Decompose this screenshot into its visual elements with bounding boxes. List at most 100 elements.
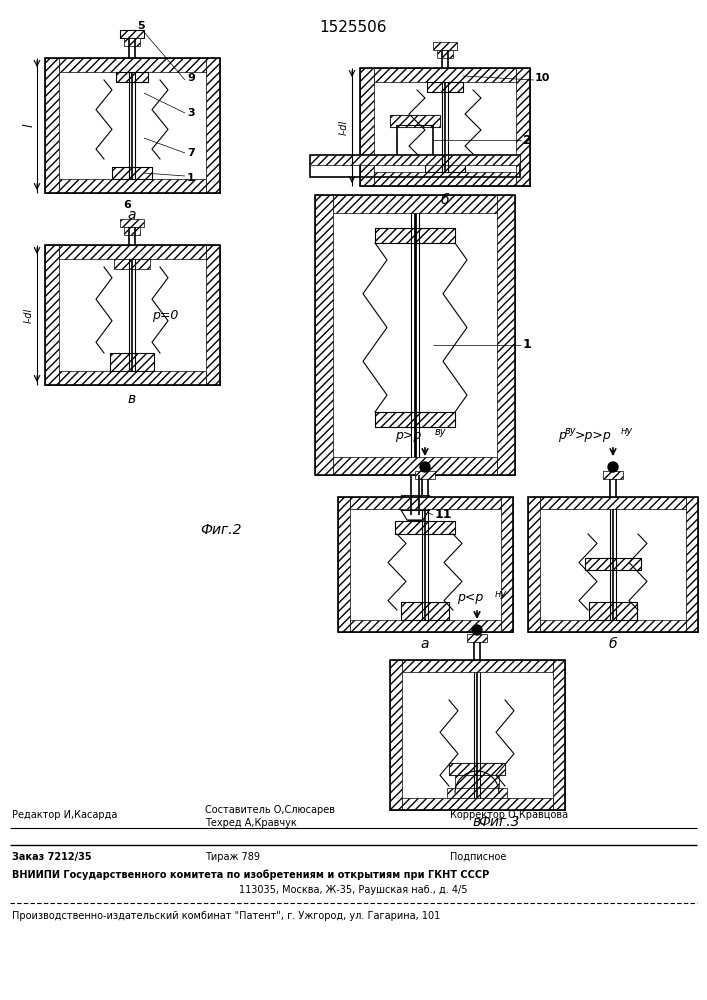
Bar	[402, 798, 553, 810]
Text: 5: 5	[137, 21, 145, 31]
Bar	[467, 634, 487, 642]
Bar	[315, 195, 515, 475]
Bar	[433, 42, 457, 50]
Bar	[455, 775, 499, 793]
Bar	[402, 660, 553, 672]
Bar	[360, 68, 374, 186]
Bar	[497, 195, 515, 475]
Bar	[390, 660, 402, 810]
Bar	[310, 155, 520, 177]
Bar	[528, 497, 698, 632]
Bar	[116, 72, 148, 82]
Text: ву: ву	[565, 426, 576, 436]
Bar	[110, 353, 154, 371]
Bar	[206, 245, 220, 385]
Text: l-dl: l-dl	[339, 119, 349, 135]
Bar	[425, 158, 465, 172]
Bar	[415, 471, 435, 479]
Bar	[589, 602, 637, 620]
Bar	[437, 50, 453, 58]
Bar	[603, 471, 623, 479]
Text: 113035, Москва, Ж-35, Раушская наб., д. 4/5: 113035, Москва, Ж-35, Раушская наб., д. …	[239, 885, 467, 895]
Bar	[374, 68, 516, 82]
Bar	[350, 620, 501, 632]
Bar	[516, 68, 530, 186]
Text: ну: ну	[621, 426, 633, 436]
Circle shape	[420, 462, 430, 472]
Bar	[116, 72, 148, 82]
Bar	[528, 497, 540, 632]
Text: р: р	[558, 428, 566, 442]
Bar	[333, 195, 497, 213]
Text: 2: 2	[523, 133, 532, 146]
Text: р=0: р=0	[152, 308, 178, 322]
Text: Тираж 789: Тираж 789	[205, 852, 260, 862]
Bar	[120, 219, 144, 227]
Text: ВНИИПИ Государственного комитета по изобретениям и открытиям при ГКНТ СССР: ВНИИПИ Государственного комитета по изоб…	[12, 870, 489, 880]
Bar	[112, 167, 152, 179]
Text: Подписное: Подписное	[450, 852, 506, 862]
Bar	[425, 158, 465, 172]
Bar	[447, 788, 507, 798]
Text: р>р: р>р	[395, 428, 421, 442]
Bar	[395, 521, 455, 534]
Bar	[540, 620, 686, 632]
Text: Корректор О,Кравцова: Корректор О,Кравцова	[450, 810, 568, 820]
Text: а: а	[128, 208, 136, 222]
Bar	[686, 497, 698, 632]
Bar	[589, 602, 637, 620]
Text: 1525506: 1525506	[320, 20, 387, 35]
Text: Составитель О,Слюсарев: Составитель О,Слюсарев	[205, 805, 335, 815]
Bar	[375, 228, 455, 243]
Text: Фиг.3: Фиг.3	[478, 815, 520, 829]
Circle shape	[608, 462, 618, 472]
Text: Фиг.2: Фиг.2	[200, 523, 242, 537]
Bar	[501, 497, 513, 632]
Bar	[585, 558, 641, 570]
Bar	[401, 602, 449, 620]
Bar	[59, 371, 206, 385]
Bar	[124, 38, 140, 46]
Text: l-dl: l-dl	[24, 307, 34, 323]
Bar	[401, 602, 449, 620]
Text: б: б	[609, 637, 617, 651]
Bar	[449, 763, 505, 775]
Bar	[390, 115, 440, 127]
Bar	[114, 259, 150, 269]
Bar	[112, 167, 152, 179]
Text: 7: 7	[187, 148, 194, 158]
Bar	[390, 115, 440, 127]
Bar	[427, 82, 463, 92]
Text: 3: 3	[187, 108, 194, 118]
Bar	[120, 30, 144, 38]
Text: Производственно-издательский комбинат "Патент", г. Ужгород, ул. Гагарина, 101: Производственно-издательский комбинат "П…	[12, 911, 440, 921]
Bar	[449, 763, 505, 775]
Text: б: б	[440, 193, 449, 207]
Text: р<р: р<р	[457, 591, 484, 604]
Text: Техред А,Кравчук: Техред А,Кравчук	[205, 818, 297, 828]
Bar	[553, 660, 565, 810]
Text: а: а	[421, 637, 429, 651]
Bar	[310, 155, 520, 165]
Bar	[110, 353, 154, 371]
Bar	[375, 228, 455, 243]
Bar	[585, 558, 641, 570]
Bar	[395, 521, 455, 534]
Text: Заказ 7212/35: Заказ 7212/35	[12, 852, 92, 862]
Bar	[390, 660, 565, 810]
Bar	[375, 412, 455, 427]
Text: 9: 9	[187, 73, 195, 83]
Bar	[333, 457, 497, 475]
Text: 1: 1	[523, 338, 532, 352]
Text: в: в	[473, 815, 481, 829]
Bar	[124, 227, 140, 235]
Text: Редактор И,Касарда: Редактор И,Касарда	[12, 810, 117, 820]
Text: 6: 6	[123, 200, 131, 210]
Bar	[374, 172, 516, 186]
Bar	[401, 495, 429, 503]
Bar	[59, 58, 206, 72]
Text: l: l	[23, 124, 35, 127]
Bar	[540, 497, 686, 509]
Text: в: в	[128, 392, 136, 406]
Bar	[338, 497, 513, 632]
